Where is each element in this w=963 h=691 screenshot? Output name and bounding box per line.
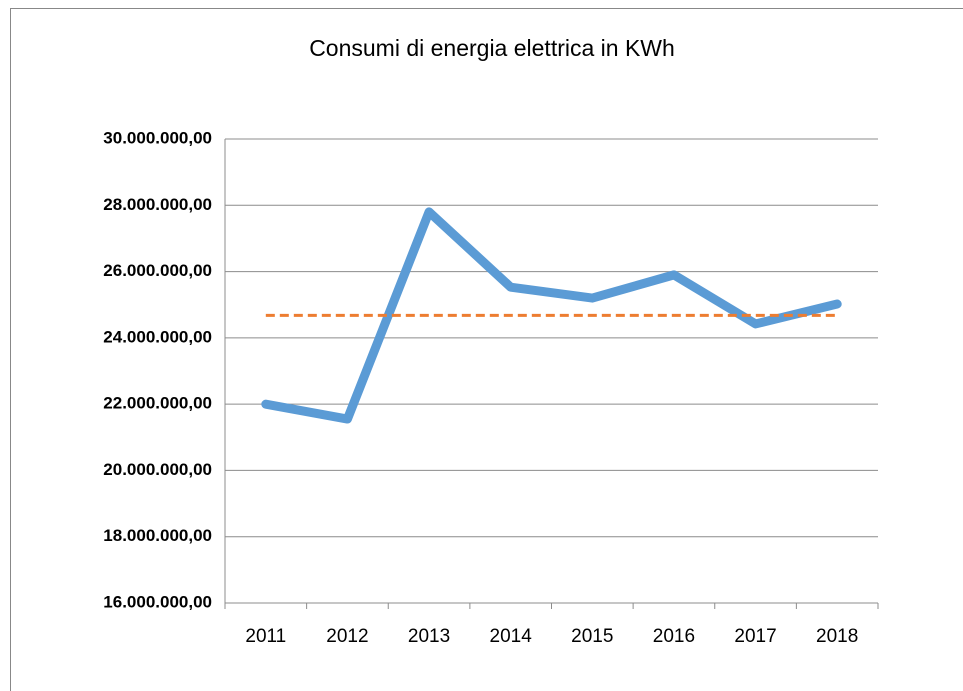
x-tick-label: 2017 — [734, 626, 776, 647]
x-tick-label: 2018 — [816, 626, 858, 647]
y-tick-label: 16.000.000,00 — [103, 592, 212, 611]
y-tick-label: 28.000.000,00 — [103, 195, 212, 214]
x-tick-label: 2014 — [490, 626, 533, 647]
chart-border — [10, 8, 963, 691]
x-tick-label: 2013 — [408, 626, 450, 647]
x-tick-label: 2012 — [326, 626, 368, 647]
y-tick-label: 30.000.000,00 — [103, 128, 212, 147]
x-tick-label: 2016 — [653, 626, 695, 647]
y-tick-label: 26.000.000,00 — [103, 261, 212, 280]
chart-title: Consumi di energia elettrica in KWh — [309, 35, 675, 61]
x-tick-label: 2015 — [571, 626, 613, 647]
y-tick-label: 22.000.000,00 — [103, 394, 212, 413]
y-tick-label: 24.000.000,00 — [103, 327, 212, 346]
y-tick-label: 18.000.000,00 — [103, 526, 212, 545]
x-tick-label: 2011 — [245, 626, 286, 647]
y-tick-label: 20.000.000,00 — [103, 460, 212, 479]
